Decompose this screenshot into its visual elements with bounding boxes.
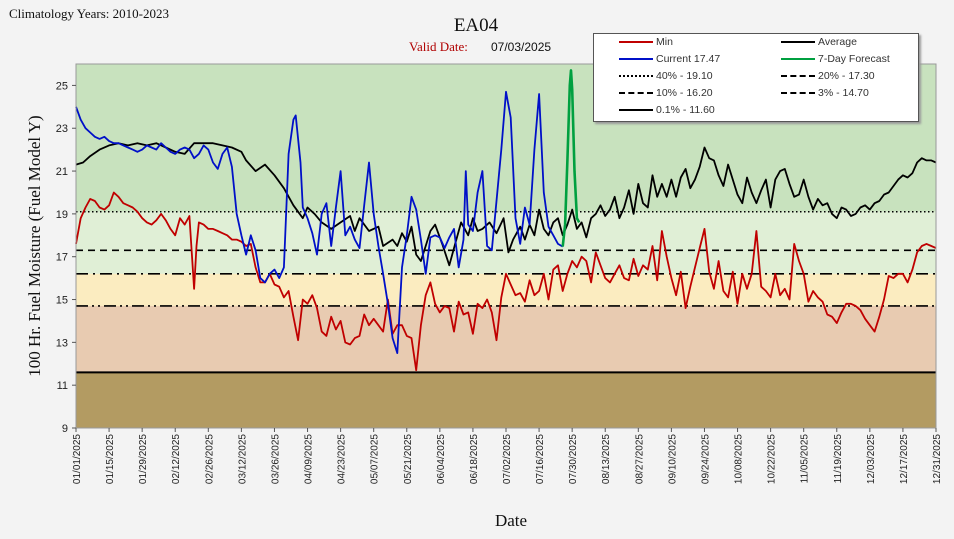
x-tick-label: 12/17/2025: [899, 434, 910, 484]
y-tick-labels: 9 11 13 15 17 19 21 23 25: [56, 80, 76, 435]
x-tick-label: 02/12/2025: [171, 434, 182, 484]
y-tick-label: 21: [56, 166, 68, 178]
legend-item-40pct: 40% - 19.10: [619, 68, 713, 84]
y-tick-label: 23: [56, 123, 68, 135]
data-series: [75, 69, 937, 372]
legend-item-forecast: 7-Day Forecast: [781, 51, 890, 67]
x-tick-label: 09/10/2025: [667, 434, 678, 484]
legend-item-min: Min: [619, 34, 673, 50]
x-tick-label: 01/29/2025: [138, 434, 149, 484]
series-line-current-17-47: [75, 90, 564, 355]
x-tick-label: 11/19/2025: [833, 434, 844, 484]
legend-swatch: [781, 58, 815, 61]
band-2: [76, 273, 936, 306]
x-tick-label: 12/31/2025: [932, 434, 943, 484]
x-tick-label: 03/26/2025: [270, 434, 281, 484]
x-tick-label: 10/22/2025: [767, 434, 778, 484]
legend-swatch: [619, 75, 653, 78]
legend-swatch: [781, 41, 815, 44]
x-tick-label: 10/08/2025: [734, 434, 745, 484]
series-line-min: [75, 191, 937, 372]
x-tick-label: 04/23/2025: [337, 434, 348, 484]
y-tick-label: 15: [56, 295, 68, 307]
legend-item-20pct: 20% - 17.30: [781, 68, 875, 84]
band-4: [76, 372, 936, 428]
x-tick-label: 01/15/2025: [105, 434, 116, 484]
x-tick-label: 11/05/2025: [800, 434, 811, 484]
band-1: [76, 211, 936, 274]
valid-date-value: 07/03/2025: [491, 40, 551, 54]
x-tick-label: 05/21/2025: [403, 434, 414, 484]
x-axis-title: Date: [495, 511, 527, 530]
legend-swatch: [781, 92, 815, 95]
y-tick-label: 13: [56, 337, 68, 349]
x-tick-label: 09/24/2025: [700, 434, 711, 484]
y-tick-label: 25: [56, 80, 68, 92]
y-tick-label: 9: [62, 423, 68, 435]
legend-item-10pct: 10% - 16.20: [619, 85, 713, 101]
x-tick-label: 06/04/2025: [436, 434, 447, 484]
legend-item-3pct: 3% - 14.70: [781, 85, 869, 101]
legend-item-average: Average: [781, 34, 857, 50]
legend-swatch: [619, 109, 653, 112]
x-tick-label: 08/13/2025: [601, 434, 612, 484]
valid-date-label: Valid Date:: [409, 39, 468, 54]
x-tick-label: 07/02/2025: [502, 434, 513, 484]
legend-item-0-1pct: 0.1% - 11.60: [619, 102, 715, 118]
x-tick-label: 06/18/2025: [469, 434, 480, 484]
x-tick-label: 05/07/2025: [370, 434, 381, 484]
x-tick-label: 02/26/2025: [204, 434, 215, 484]
legend-swatch: [619, 41, 653, 44]
x-tick-label: 01/01/2025: [72, 434, 83, 484]
x-tick-label: 08/27/2025: [634, 434, 645, 484]
x-tick-label: 04/09/2025: [304, 434, 315, 484]
y-tick-label: 11: [57, 380, 68, 392]
x-tick-label: 07/16/2025: [535, 434, 546, 484]
percentile-threshold-lines: [76, 210, 936, 374]
legend-swatch: [781, 75, 815, 78]
x-tick-labels: 01/01/2025 01/15/2025 01/29/2025 02/12/2025…: [72, 428, 943, 484]
y-axis-title: 100 Hr. Fuel Moisture (Fuel Model Y): [25, 115, 44, 376]
y-tick-label: 17: [56, 252, 68, 264]
band-3: [76, 305, 936, 373]
x-tick-label: 07/30/2025: [568, 434, 579, 484]
climatology-label: Climatology Years: 2010-2023: [9, 6, 169, 21]
chart-legend: Min Average Current 17.47 7-Day Forecast…: [593, 33, 919, 122]
series-line-7-day-forecast: [561, 69, 581, 247]
legend-swatch: [619, 58, 653, 61]
legend-swatch: [619, 92, 653, 95]
x-tick-label: 12/03/2025: [866, 434, 877, 484]
x-tick-label: 03/12/2025: [237, 434, 248, 484]
chart-title: EA04: [454, 15, 499, 36]
series-line-average: [75, 142, 937, 267]
y-tick-label: 19: [56, 209, 68, 221]
legend-item-current: Current 17.47: [619, 51, 720, 67]
